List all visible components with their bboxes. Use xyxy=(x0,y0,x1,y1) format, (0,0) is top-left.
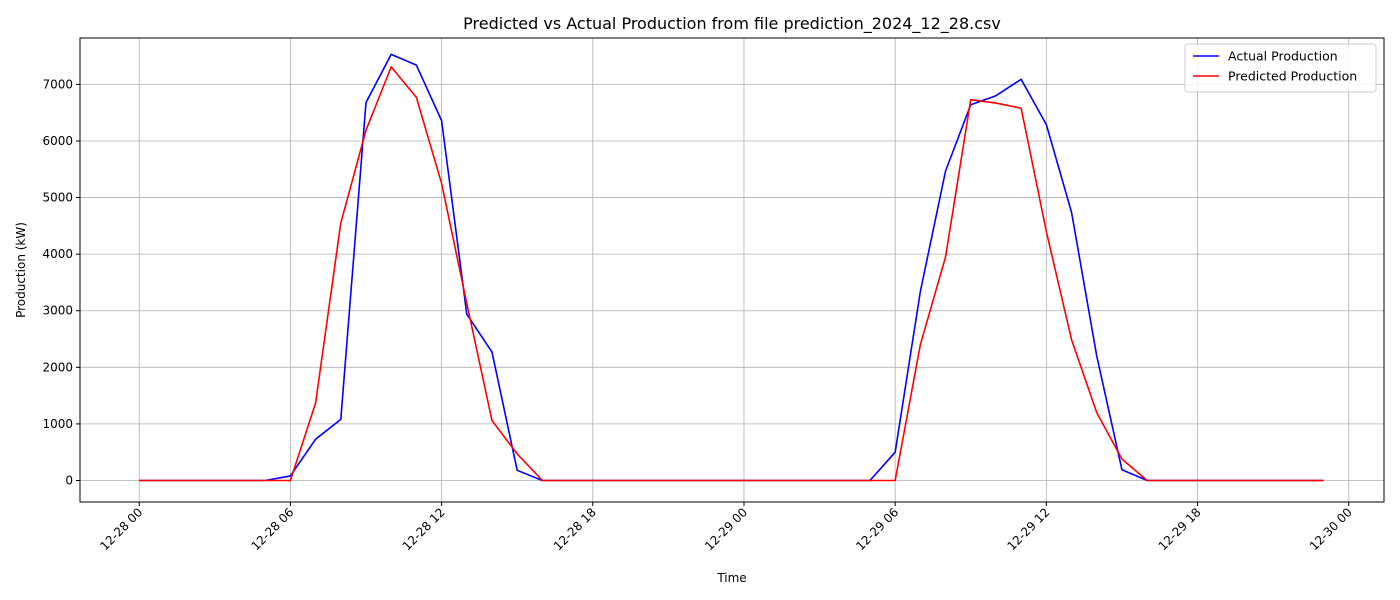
legend: Actual Production Predicted Production xyxy=(1184,43,1377,93)
y-tick-label: 0 xyxy=(65,473,73,487)
grid-layer xyxy=(80,38,1384,502)
series-line-actual xyxy=(139,53,1324,482)
x-axis-title: Time xyxy=(716,571,746,585)
legend-label: Predicted Production xyxy=(1228,69,1357,84)
plot-frame xyxy=(79,37,1385,503)
x-tick-label: 12-29 00 xyxy=(702,505,750,553)
y-tick-label: 3000 xyxy=(42,304,73,318)
y-tick-label: 5000 xyxy=(42,191,73,205)
y-tick-label: 4000 xyxy=(42,247,73,261)
legend-label: Actual Production xyxy=(1228,49,1338,64)
x-tick-label: 12-28 06 xyxy=(248,505,296,553)
x-tick-label: 12-30 00 xyxy=(1307,505,1355,553)
x-tick-label: 12-29 12 xyxy=(1004,505,1052,553)
series-line-predicted xyxy=(139,66,1324,482)
y-axis-title: Production (kW) xyxy=(14,222,28,318)
chart-title: Predicted vs Actual Production from file… xyxy=(463,14,1001,34)
x-tick-label: 12-28 00 xyxy=(97,505,145,553)
x-tick-label: 12-29 06 xyxy=(853,505,901,553)
legend-box xyxy=(1184,43,1377,93)
x-tick-label: 12-29 18 xyxy=(1156,505,1204,553)
x-tick-label: 12-28 18 xyxy=(551,505,599,553)
y-tick-label: 2000 xyxy=(42,360,73,374)
ticks-layer: 0 1000 2000 3000 4000 5000 6000 7000 12-28 00 12-… xyxy=(42,77,1354,553)
y-tick-label: 7000 xyxy=(42,77,73,91)
y-tick-label: 6000 xyxy=(42,134,73,148)
x-tick-label: 12-28 12 xyxy=(400,505,448,553)
series-layer xyxy=(139,53,1324,482)
y-tick-label: 1000 xyxy=(42,417,73,431)
